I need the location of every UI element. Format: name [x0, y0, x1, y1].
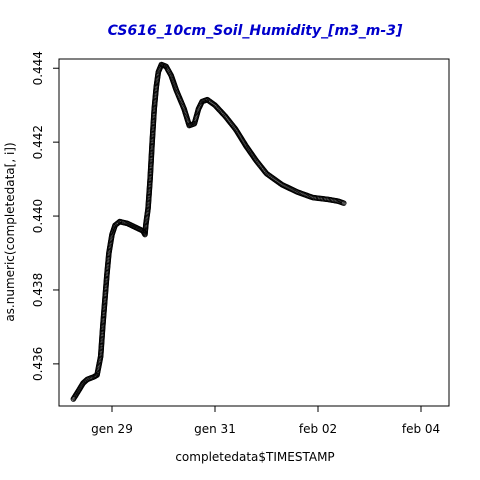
x-axis: gen 29 gen 31 feb 02 feb 04 [91, 406, 440, 436]
y-tick-label: 0.440 [31, 199, 45, 233]
y-tick-label: 0.442 [31, 125, 45, 159]
y-axis-label: as.numeric(completedata[, i]) [3, 142, 17, 321]
plot-frame [58, 58, 450, 407]
y-tick-label: 0.444 [31, 51, 45, 85]
chart-title: CS616_10cm_Soil_Humidity_[m3_m-3] [108, 23, 403, 39]
points-layer [70, 61, 347, 402]
y-tick-label: 0.436 [31, 347, 45, 381]
data-point [340, 200, 347, 206]
y-axis: 0.436 0.438 0.440 0.442 0.444 [31, 51, 59, 381]
x-tick-label: feb 02 [299, 422, 337, 436]
x-tick-label: feb 04 [402, 422, 440, 436]
y-tick-label: 0.438 [31, 273, 45, 307]
x-axis-label: completedata$TIMESTAMP [175, 450, 334, 464]
data-point [115, 220, 121, 226]
x-tick-label: gen 31 [194, 422, 236, 436]
x-tick-label: gen 29 [91, 422, 133, 436]
